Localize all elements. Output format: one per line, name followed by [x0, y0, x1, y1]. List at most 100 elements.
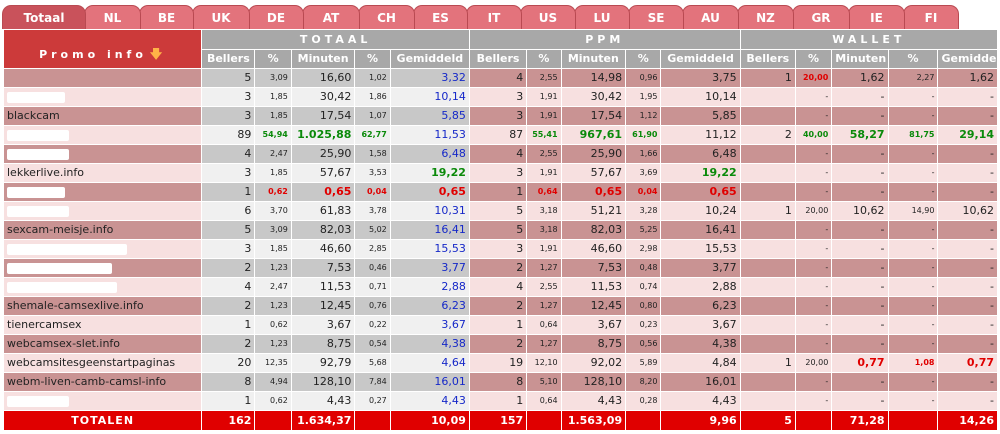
cell-totaal-bellers: 3	[201, 239, 256, 259]
cell-totaal-gemiddeld: 3,77	[390, 258, 470, 278]
cell-totaal-gemiddeld: 15,53	[390, 239, 470, 259]
cell-ppm-minuten: 30,42	[561, 87, 627, 107]
tab-nl[interactable]: NL	[84, 5, 141, 29]
table-row[interactable]: webm-liven-camb-camsl-info 8 4,94 128,10 7,8…	[4, 372, 998, 392]
cell-ppm-minuten: 46,60	[561, 239, 627, 259]
cell-wallet-gemiddeld: -	[937, 144, 998, 164]
promo-name[interactable]: blackcam	[4, 106, 203, 126]
promo-name[interactable]: lekkerlive.info	[4, 163, 203, 183]
cell-wallet-gemiddeld: -	[937, 277, 998, 297]
total-wallet-pct	[888, 410, 939, 431]
cell-wallet-bellers	[740, 106, 796, 126]
table-row[interactable]: 4 2,47 25,90 1,58 6,48 4 2,55 25,90 1,66 6,48- - - -	[4, 144, 998, 164]
cell-totaal-pct: 1,86	[354, 87, 391, 107]
promo-name[interactable]: webcamsitesgeenstartpaginas	[4, 353, 203, 373]
promo-info-header[interactable]: Promo info 🡇	[4, 30, 203, 69]
tab-us[interactable]: US	[520, 5, 576, 29]
cell-totaal-pct: 1,85	[254, 87, 292, 107]
cell-ppm-minuten: 0,65	[561, 182, 627, 202]
cell-wallet-pct: -	[795, 258, 833, 278]
table-row[interactable]: 89 54,94 1.025,88 62,77 11,53 87 55,41 967,61 61…	[4, 125, 998, 145]
tab-fi[interactable]: FI	[903, 5, 959, 29]
tab-lu[interactable]: LU	[574, 5, 630, 29]
promo-name[interactable]	[4, 182, 203, 202]
promo-name[interactable]	[4, 125, 203, 145]
promo-name[interactable]	[4, 239, 203, 259]
promo-name[interactable]	[4, 144, 203, 164]
cell-ppm-pct: 12,10	[526, 353, 562, 373]
promo-name[interactable]	[4, 391, 203, 411]
table-row[interactable]: 2 1,23 7,53 0,46 3,77 2 1,27 7,53 0,48 3,77- - - -	[4, 258, 998, 278]
tab-de[interactable]: DE	[248, 5, 304, 29]
table-row[interactable]: 3 1,85 46,60 2,85 15,53 3 1,91 46,60 2,98 15,53- -…	[4, 239, 998, 259]
tab-au[interactable]: AU	[682, 5, 739, 29]
cell-ppm-pct: 3,69	[625, 163, 662, 183]
group-header-totaal: TOTAAL	[201, 30, 470, 50]
total-ppm-pct	[625, 410, 662, 431]
cell-ppm-minuten: 51,21	[561, 201, 627, 221]
cell-totaal-gemiddeld: 3,32	[390, 68, 470, 88]
promo-name[interactable]	[4, 87, 203, 107]
cell-totaal-minuten: 30,42	[291, 87, 356, 107]
tab-ch[interactable]: CH	[358, 5, 415, 29]
cell-totaal-pct: 1,58	[354, 144, 391, 164]
table-row[interactable]: 3 1,85 30,42 1,86 10,14 3 1,91 30,42 1,95 10,14- -…	[4, 87, 998, 107]
table-row[interactable]: shemale-camsexlive.info 2 1,23 12,45 0,76 6,2…	[4, 296, 998, 316]
cell-ppm-pct: 1,91	[526, 163, 562, 183]
tab-uk[interactable]: UK	[192, 5, 250, 29]
cell-ppm-bellers: 2	[469, 258, 528, 278]
table-row[interactable]: sexcam-meisje.info 5 3,09 82,03 5,02 16,41 5 3,…	[4, 220, 998, 240]
table-row[interactable]: 5 3,09 16,60 1,02 3,32 4 2,55 14,98 0,96 3,75 1 20,…	[4, 68, 998, 88]
cell-ppm-minuten: 12,45	[561, 296, 627, 316]
promo-name[interactable]	[4, 277, 203, 297]
cell-totaal-bellers: 6	[201, 201, 256, 221]
cell-wallet-pct: -	[795, 391, 833, 411]
sort-arrow-icon[interactable]: 🡇	[149, 46, 167, 61]
promo-stats-table: Promo info 🡇 TOTAAL PPM WALLET Bellers% Mi…	[4, 30, 999, 431]
table-row[interactable]: lekkerlive.info 3 1,85 57,67 3,53 19,22 3 1,91 5…	[4, 163, 998, 183]
cell-wallet-minuten: 0,77	[831, 353, 889, 373]
table-row[interactable]: blackcam 3 1,85 17,54 1,07 5,85 3 1,91 17,54 1,12…	[4, 106, 998, 126]
cell-totaal-bellers: 2	[201, 296, 256, 316]
promo-name[interactable]: sexcam-meisje.info	[4, 220, 203, 240]
promo-name[interactable]	[4, 68, 203, 88]
cell-totaal-minuten: 17,54	[291, 106, 356, 126]
cell-ppm-bellers: 1	[469, 182, 528, 202]
tab-ie[interactable]: IE	[848, 5, 905, 29]
promo-name[interactable]	[4, 201, 203, 221]
cell-wallet-pct: -	[795, 144, 833, 164]
table-row[interactable]: webcamsex-slet.info 2 1,23 8,75 0,54 4,38 2 1,2…	[4, 334, 998, 354]
col-totaal-bellers: Bellers	[201, 49, 256, 69]
tab-se[interactable]: SE	[628, 5, 684, 29]
cell-totaal-gemiddeld: 0,65	[390, 182, 470, 202]
tab-totaal[interactable]: Totaal	[2, 5, 86, 29]
cell-ppm-pct: 3,18	[526, 201, 562, 221]
table-row[interactable]: 4 2,47 11,53 0,71 2,88 4 2,55 11,53 0,74 2,88- - - -	[4, 277, 998, 297]
tab-it[interactable]: IT	[466, 5, 522, 29]
table-row[interactable]: 1 0,62 0,65 0,04 0,65 1 0,64 0,65 0,04 0,65- - - -	[4, 182, 998, 202]
cell-totaal-bellers: 1	[201, 315, 256, 335]
promo-name[interactable]: shemale-camsexlive.info	[4, 296, 203, 316]
promo-name[interactable]	[4, 258, 203, 278]
promo-name[interactable]: tienercamsex	[4, 315, 203, 335]
table-row[interactable]: tienercamsex 1 0,62 3,67 0,22 3,67 1 0,64 3,67 0,…	[4, 315, 998, 335]
cell-totaal-pct: 1,23	[254, 258, 292, 278]
cell-wallet-pct: -	[888, 144, 939, 164]
cell-wallet-gemiddeld: -	[937, 182, 998, 202]
table-row[interactable]: 6 3,70 61,83 3,78 10,31 5 3,18 51,21 3,28 10,24 1 2…	[4, 201, 998, 221]
tab-be[interactable]: BE	[139, 5, 194, 29]
tab-nz[interactable]: NZ	[737, 5, 794, 29]
promo-name[interactable]: webcamsex-slet.info	[4, 334, 203, 354]
group-header-wallet: WALLET	[740, 30, 999, 50]
table-row[interactable]: webcamsitesgeenstartpaginas 20 12,35 92,79 5…	[4, 353, 998, 373]
promo-name[interactable]: webm-liven-camb-camsl-info	[4, 372, 203, 392]
cell-wallet-minuten: -	[831, 144, 889, 164]
cell-totaal-bellers: 4	[201, 144, 256, 164]
tab-es[interactable]: ES	[413, 5, 468, 29]
tab-gr[interactable]: GR	[792, 5, 850, 29]
cell-ppm-gemiddeld: 2,88	[660, 277, 741, 297]
table-row[interactable]: 1 0,62 4,43 0,27 4,43 1 0,64 4,43 0,28 4,43- - - -	[4, 391, 998, 411]
cell-wallet-pct: -	[888, 277, 939, 297]
tab-at[interactable]: AT	[302, 5, 360, 29]
cell-wallet-bellers	[740, 239, 796, 259]
